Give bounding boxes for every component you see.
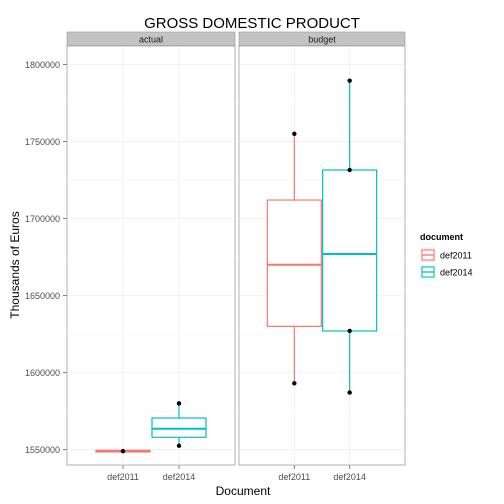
x-tick-label: def2014 xyxy=(163,472,196,482)
y-axis-ticks: 1550000 1600000 1650000 1700000 1750000 18000… xyxy=(25,60,67,455)
x-tick-label: def2011 xyxy=(107,472,139,482)
box-iqr xyxy=(266,199,322,327)
y-tick-label: 1800000 xyxy=(25,60,60,70)
y-tick-label: 1550000 xyxy=(25,445,60,455)
boxplot-budget-def2011 xyxy=(266,131,322,386)
y-tick-label: 1750000 xyxy=(25,137,60,147)
facet-strip-label: budget xyxy=(308,35,336,45)
facet-panel-budget: budget def2011 def2014 xyxy=(238,31,406,482)
facet-panels: actual def2011 def2014 budget def2011 def2014 xyxy=(66,31,406,482)
boxplot-actual-def2014 xyxy=(151,401,207,448)
legend-entry-def2014: def2014 xyxy=(419,263,473,281)
data-point xyxy=(176,401,182,406)
data-point xyxy=(347,390,352,395)
x-tick-label: def2011 xyxy=(278,472,310,482)
y-tick-label: 1700000 xyxy=(25,214,60,224)
y-tick-label: 1600000 xyxy=(25,368,60,378)
data-point xyxy=(176,443,182,448)
y-axis-label: Thousands of Euros xyxy=(8,211,22,318)
facet-panel-border xyxy=(66,45,236,466)
legend-title: document xyxy=(420,232,463,242)
data-point xyxy=(292,381,297,386)
facet-strip-label: actual xyxy=(139,35,163,45)
legend-label: def2014 xyxy=(440,268,473,278)
box-iqr xyxy=(151,417,207,438)
x-tick-label: def2014 xyxy=(333,472,366,482)
boxplot-budget-def2014 xyxy=(322,78,378,395)
box-iqr xyxy=(322,169,378,332)
facet-panel-actual: actual def2011 def2014 xyxy=(66,31,236,482)
boxplot-actual-def2011 xyxy=(95,448,151,454)
data-point xyxy=(120,448,126,454)
data-point xyxy=(292,131,297,137)
y-tick-label: 1650000 xyxy=(25,291,60,301)
facet-panel-border xyxy=(238,45,406,466)
legend-label: def2011 xyxy=(440,251,472,261)
legend: document def2011 def2014 xyxy=(419,232,473,281)
legend-entry-def2011: def2011 xyxy=(419,246,472,264)
chart-title: GROSS DOMESTIC PRODUCT xyxy=(144,15,360,32)
data-point xyxy=(347,328,352,334)
data-point xyxy=(347,167,352,173)
x-axis-label: Document xyxy=(216,484,271,498)
data-point xyxy=(347,78,352,83)
